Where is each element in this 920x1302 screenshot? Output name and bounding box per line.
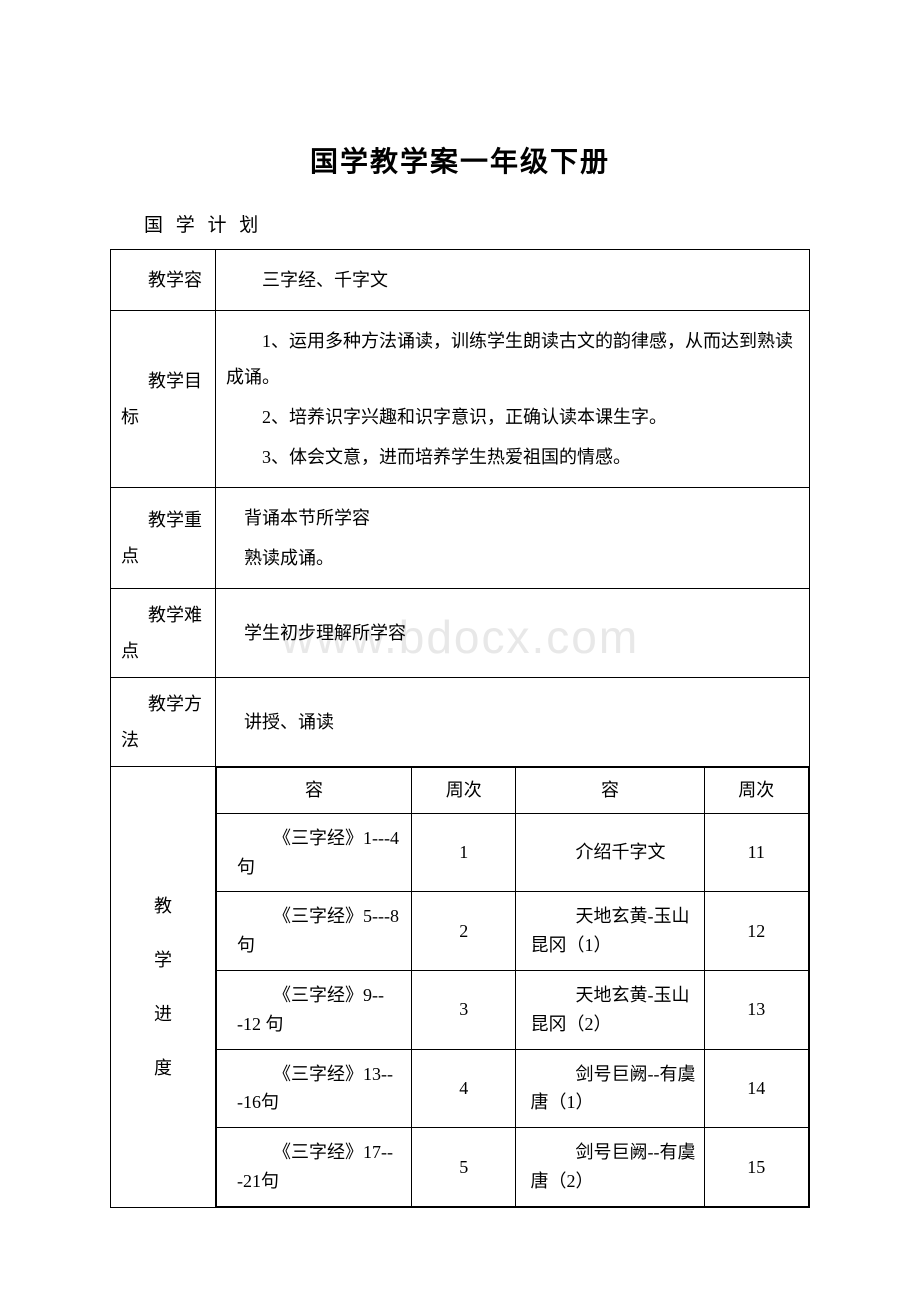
goal-value: 1、运用多种方法诵读，训练学生朗读古文的韵律感，从而达到熟读成诵。 2、培养识字… bbox=[216, 311, 810, 488]
content-row: 教学容 三字经、千字文 bbox=[111, 250, 810, 311]
schedule-hdr-1: 容 bbox=[217, 768, 412, 814]
method-label: 教学方法 bbox=[111, 678, 216, 767]
schedule-c2: 天地玄黄-玉山昆冈（1） bbox=[516, 892, 704, 971]
schedule-w2: 15 bbox=[704, 1128, 809, 1207]
schedule-data-row: 《三字经》13---16句 4 剑号巨阙--有虞唐（1） 14 bbox=[217, 1049, 809, 1128]
method-text: 讲授、诵读 bbox=[226, 704, 799, 740]
page-title: 国学教学案一年级下册 bbox=[110, 140, 810, 180]
goal-label: 教学目标 bbox=[111, 311, 216, 488]
schedule-c1: 《三字经》17---21句 bbox=[217, 1128, 412, 1207]
schedule-container: 容 周次 容 周次 《三字经》1---4 句 1 介绍千字文 11 《三字经》5… bbox=[216, 767, 810, 1208]
keypoint-row: 教学重点 背诵本节所学容 熟读成诵。 bbox=[111, 488, 810, 589]
schedule-c1: 《三字经》1---4 句 bbox=[217, 813, 412, 892]
method-row: 教学方法 讲授、诵读 bbox=[111, 678, 810, 767]
schedule-c2: 天地玄黄-玉山昆冈（2） bbox=[516, 970, 704, 1049]
schedule-label-char3: 进 bbox=[121, 987, 205, 1041]
schedule-data-row: 《三字经》17---21句 5 剑号巨阙--有虞唐（2） 15 bbox=[217, 1128, 809, 1207]
schedule-w2: 13 bbox=[704, 970, 809, 1049]
schedule-c1: 《三字经》9---12 句 bbox=[217, 970, 412, 1049]
schedule-w1: 4 bbox=[412, 1049, 516, 1128]
content-label: 教学容 bbox=[111, 250, 216, 311]
difficulty-value: 学生初步理解所学容 bbox=[216, 589, 810, 678]
schedule-c1: 《三字经》13---16句 bbox=[217, 1049, 412, 1128]
schedule-c2: 介绍千字文 bbox=[516, 813, 704, 892]
schedule-label-char4: 度 bbox=[121, 1041, 205, 1095]
keypoint-value: 背诵本节所学容 熟读成诵。 bbox=[216, 488, 810, 589]
schedule-w1: 2 bbox=[412, 892, 516, 971]
schedule-w1: 3 bbox=[412, 970, 516, 1049]
difficulty-label: 教学难点 bbox=[111, 589, 216, 678]
content-text: 三字经、千字文 bbox=[226, 262, 799, 298]
schedule-label: 教 学 进 度 bbox=[111, 767, 216, 1208]
schedule-label-char1: 教 bbox=[121, 879, 205, 933]
goal-line-3: 3、体会文意，进而培养学生热爱祖国的情感。 bbox=[226, 439, 799, 475]
schedule-w1: 1 bbox=[412, 813, 516, 892]
schedule-c1: 《三字经》5---8 句 bbox=[217, 892, 412, 971]
keypoint-line-1: 背诵本节所学容 bbox=[226, 500, 799, 536]
goal-row: 教学目标 1、运用多种方法诵读，训练学生朗读古文的韵律感，从而达到熟读成诵。 2… bbox=[111, 311, 810, 488]
keypoint-label: 教学重点 bbox=[111, 488, 216, 589]
schedule-table: 容 周次 容 周次 《三字经》1---4 句 1 介绍千字文 11 《三字经》5… bbox=[216, 767, 809, 1207]
method-value: 讲授、诵读 bbox=[216, 678, 810, 767]
schedule-w2: 14 bbox=[704, 1049, 809, 1128]
page-subtitle: 国 学 计 划 bbox=[144, 210, 810, 237]
content-value: 三字经、千字文 bbox=[216, 250, 810, 311]
schedule-c2: 剑号巨阙--有虞唐（1） bbox=[516, 1049, 704, 1128]
document-content: 国学教学案一年级下册 国 学 计 划 教学容 三字经、千字文 教学目标 1、运用… bbox=[110, 140, 810, 1208]
schedule-hdr-3: 容 bbox=[516, 768, 704, 814]
schedule-c2: 剑号巨阙--有虞唐（2） bbox=[516, 1128, 704, 1207]
goal-line-2: 2、培养识字兴趣和识字意识，正确认读本课生字。 bbox=[226, 399, 799, 435]
schedule-data-row: 《三字经》5---8 句 2 天地玄黄-玉山昆冈（1） 12 bbox=[217, 892, 809, 971]
schedule-data-row: 《三字经》1---4 句 1 介绍千字文 11 bbox=[217, 813, 809, 892]
schedule-w2: 12 bbox=[704, 892, 809, 971]
schedule-hdr-2: 周次 bbox=[412, 768, 516, 814]
plan-table: 教学容 三字经、千字文 教学目标 1、运用多种方法诵读，训练学生朗读古文的韵律感… bbox=[110, 249, 810, 1208]
difficulty-row: 教学难点 学生初步理解所学容 bbox=[111, 589, 810, 678]
schedule-data-row: 《三字经》9---12 句 3 天地玄黄-玉山昆冈（2） 13 bbox=[217, 970, 809, 1049]
difficulty-text: 学生初步理解所学容 bbox=[226, 615, 799, 651]
keypoint-line-2: 熟读成诵。 bbox=[226, 540, 799, 576]
schedule-row: 教 学 进 度 容 周次 容 周次 《三字经》1---4 句 1 介绍千 bbox=[111, 767, 810, 1208]
goal-line-1: 1、运用多种方法诵读，训练学生朗读古文的韵律感，从而达到熟读成诵。 bbox=[226, 323, 799, 395]
schedule-w1: 5 bbox=[412, 1128, 516, 1207]
schedule-hdr-4: 周次 bbox=[704, 768, 809, 814]
schedule-label-char2: 学 bbox=[121, 933, 205, 987]
schedule-w2: 11 bbox=[704, 813, 809, 892]
schedule-header-row: 容 周次 容 周次 bbox=[217, 768, 809, 814]
